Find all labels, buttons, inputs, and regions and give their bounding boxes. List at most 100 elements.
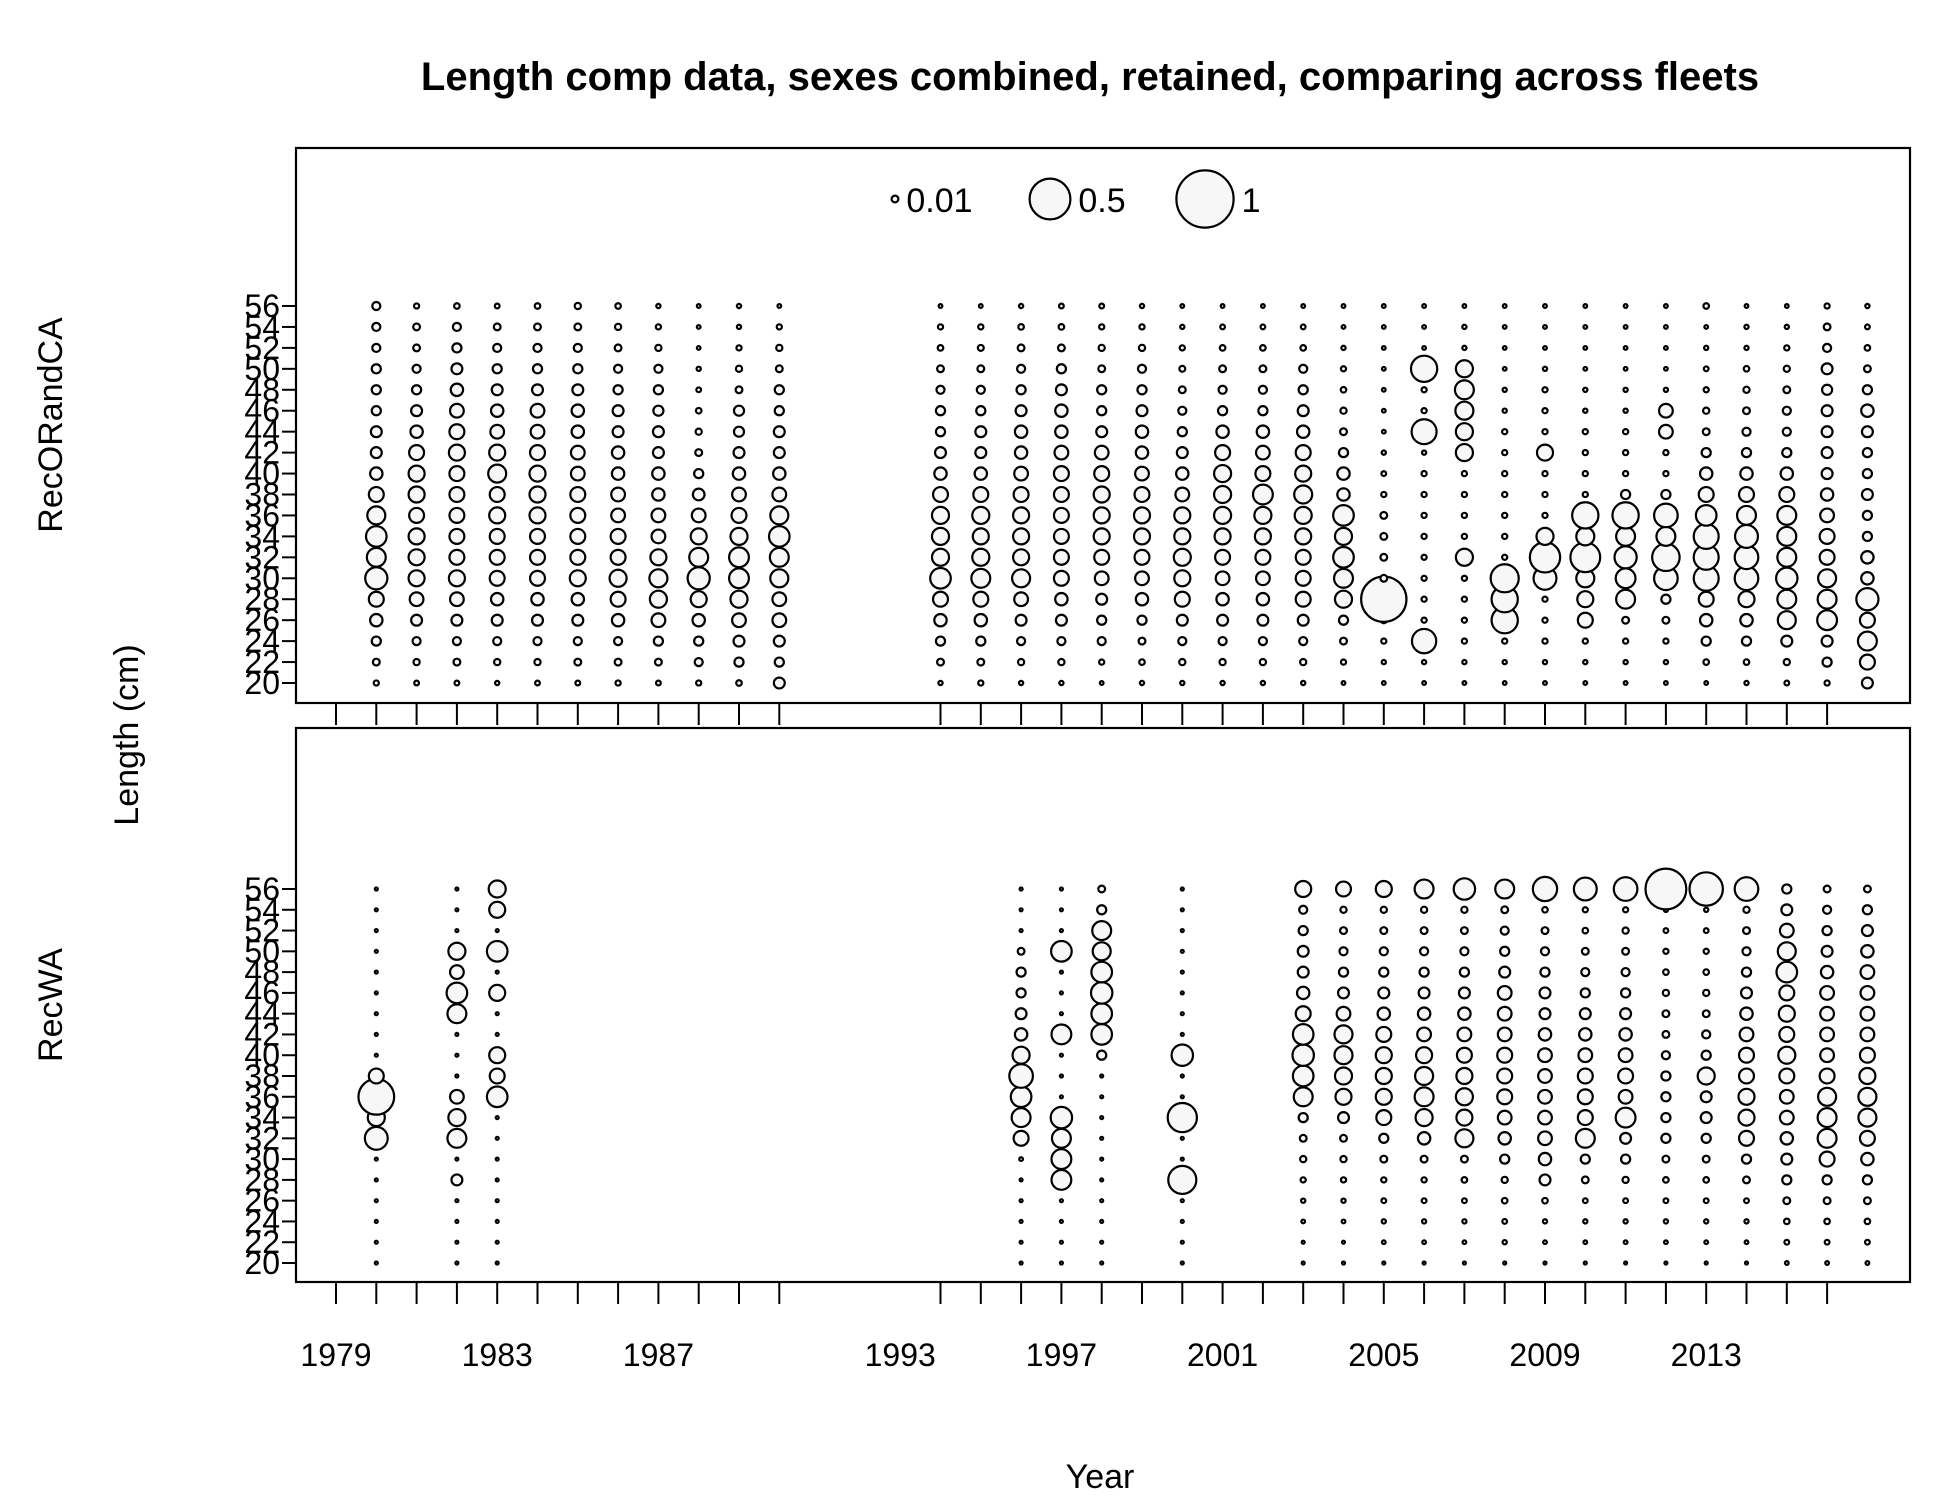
bubble xyxy=(1622,680,1629,686)
bubble xyxy=(1621,1175,1630,1185)
bubble xyxy=(1254,548,1272,566)
bubble xyxy=(1336,487,1351,502)
bubble xyxy=(1861,467,1874,480)
bubble xyxy=(1016,343,1026,353)
bubble xyxy=(937,303,944,309)
bubble xyxy=(1496,1046,1514,1064)
bubble xyxy=(1740,635,1753,647)
bubble xyxy=(1338,1133,1348,1143)
bubble xyxy=(767,525,791,548)
bubble xyxy=(650,612,667,629)
bubble xyxy=(364,566,389,591)
bubble xyxy=(407,464,426,483)
bubble xyxy=(1014,404,1028,418)
bubble xyxy=(489,591,505,607)
bubble xyxy=(1576,1109,1594,1127)
bubble xyxy=(1535,443,1555,462)
bubble xyxy=(530,591,545,607)
bubble xyxy=(612,635,624,647)
bubble xyxy=(1614,1106,1637,1129)
bubble xyxy=(1742,905,1751,915)
bubble xyxy=(1862,364,1872,374)
bubble xyxy=(1018,1198,1024,1204)
bubble xyxy=(1702,947,1710,955)
bubble xyxy=(1380,658,1388,666)
bubble xyxy=(1335,1005,1352,1022)
bubble xyxy=(448,465,466,483)
bubble xyxy=(1741,946,1752,957)
bubble xyxy=(693,635,705,647)
bubble xyxy=(451,321,463,333)
bubble xyxy=(1733,876,1760,902)
bubble xyxy=(935,657,945,667)
bubble xyxy=(1294,879,1313,899)
bubble xyxy=(1662,637,1670,645)
bubble xyxy=(494,1115,500,1121)
bubble xyxy=(370,384,382,396)
bubble xyxy=(1420,469,1428,478)
bubble xyxy=(1622,407,1629,414)
bubble xyxy=(1454,400,1475,421)
bubble xyxy=(1661,1029,1671,1039)
bubble xyxy=(1582,1218,1589,1225)
bubble xyxy=(1336,466,1351,481)
bubble xyxy=(531,363,544,375)
bubble xyxy=(412,657,421,667)
x-axis: 1979 1983 1987 1993 1997 2001 2005 2009 2013 xyxy=(300,703,1829,1373)
bubble xyxy=(569,506,587,524)
bubble xyxy=(1581,428,1589,436)
bubble xyxy=(1018,907,1024,913)
bubble xyxy=(686,566,711,591)
bubble xyxy=(1339,1176,1348,1184)
bubble xyxy=(1779,466,1795,481)
bubble xyxy=(1660,593,1672,605)
bubble xyxy=(970,567,992,589)
bubble xyxy=(1735,504,1758,526)
bubble xyxy=(1294,527,1313,546)
bubble xyxy=(1621,946,1631,956)
bubble xyxy=(1819,1026,1836,1043)
bubble xyxy=(368,612,384,628)
bubble xyxy=(1700,1132,1712,1144)
bubble xyxy=(1294,1005,1312,1023)
bubble xyxy=(448,485,466,504)
bubble xyxy=(1179,1094,1185,1100)
bubble xyxy=(649,548,668,567)
bubble xyxy=(413,679,421,687)
bubble xyxy=(1413,1065,1435,1087)
bubble xyxy=(529,402,546,419)
bubble xyxy=(373,1198,379,1204)
x-tick-label: 1993 xyxy=(865,1337,936,1373)
bubble xyxy=(371,300,382,312)
size-legend: 0.01 0.5 1 xyxy=(890,169,1261,229)
bubble xyxy=(1334,880,1353,898)
bubble xyxy=(1379,926,1389,936)
bubble xyxy=(1179,969,1185,975)
bubble xyxy=(771,612,788,629)
bubble xyxy=(1058,1239,1064,1245)
bubble xyxy=(1013,591,1030,608)
bubble xyxy=(1858,653,1876,671)
bubble xyxy=(492,635,503,647)
bubble xyxy=(1454,1087,1475,1107)
bubble xyxy=(1179,323,1186,331)
bubble xyxy=(569,527,587,545)
bubble xyxy=(1863,344,1872,352)
bubble xyxy=(1058,1218,1064,1224)
bubble xyxy=(1215,424,1230,439)
bubble xyxy=(1781,426,1792,437)
bubble xyxy=(1093,570,1110,587)
bubble xyxy=(1099,1177,1105,1183)
bubble xyxy=(1219,303,1226,309)
bubble xyxy=(1496,984,1513,1001)
bubble xyxy=(1821,656,1833,668)
bubble xyxy=(1780,1152,1794,1166)
bubble xyxy=(1500,1196,1509,1205)
bubble xyxy=(1214,570,1231,587)
bubble xyxy=(1657,402,1674,419)
bubble xyxy=(373,1052,379,1058)
bubble xyxy=(1619,1153,1632,1165)
bubble xyxy=(569,485,587,504)
bubble xyxy=(1050,1148,1073,1171)
bubble xyxy=(1576,611,1594,629)
